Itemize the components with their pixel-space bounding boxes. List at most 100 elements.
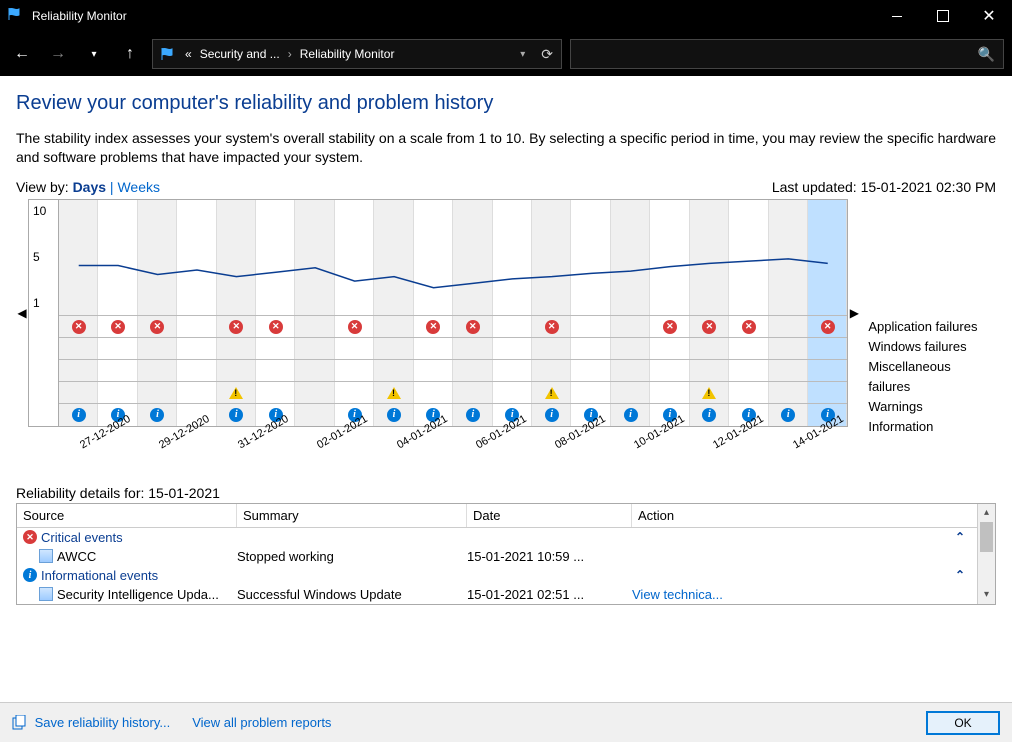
chart-cell[interactable] (493, 316, 532, 338)
chart-cell[interactable] (295, 360, 334, 382)
ok-button[interactable]: OK (926, 711, 1000, 735)
chart-cell[interactable] (177, 360, 216, 382)
chart-cell[interactable]: ✕ (335, 316, 374, 338)
minimize-button[interactable] (874, 0, 920, 32)
chart-cell[interactable] (177, 382, 216, 404)
chart-cell[interactable] (769, 382, 808, 404)
view-weeks-link[interactable]: Weeks (117, 179, 160, 195)
chart-cell[interactable]: ✕ (808, 316, 847, 338)
chart-cell[interactable] (98, 338, 137, 360)
chart-cell[interactable]: ✕ (59, 316, 98, 338)
col-source[interactable]: Source (17, 504, 237, 527)
breadcrumb-seg2[interactable]: Reliability Monitor (300, 47, 395, 61)
chart-grid[interactable]: ✕✕✕✕✕✕✕✕✕✕✕✕✕ iiiiiiiiiiiiiiiiii (58, 199, 848, 427)
scroll-left-button[interactable]: ◀ (16, 199, 28, 427)
collapse-icon[interactable]: ⌃ (955, 530, 965, 544)
refresh-icon[interactable]: ⟳ (541, 46, 553, 63)
chart-cell[interactable] (217, 382, 256, 404)
chart-cell[interactable] (571, 316, 610, 338)
chart-cell[interactable]: ✕ (453, 316, 492, 338)
group-header[interactable]: iInformational events⌃ (17, 566, 995, 585)
chart-cell[interactable] (295, 382, 334, 404)
up-button[interactable]: ↑ (116, 40, 144, 68)
chart-cell[interactable]: ✕ (414, 316, 453, 338)
chart-cell[interactable]: i (769, 404, 808, 426)
group-header[interactable]: ✕Critical events⌃ (17, 528, 995, 547)
chart-cell[interactable] (769, 316, 808, 338)
maximize-button[interactable] (920, 0, 966, 32)
col-action[interactable]: Action (632, 504, 995, 527)
chart-cell[interactable] (177, 338, 216, 360)
chart-cell[interactable]: i (374, 404, 413, 426)
chart-cell[interactable] (98, 360, 137, 382)
chart-cell[interactable]: i (453, 404, 492, 426)
chart-cell[interactable] (374, 316, 413, 338)
chart-cell[interactable] (59, 382, 98, 404)
chart-cell[interactable]: ✕ (217, 316, 256, 338)
chart-cell[interactable] (138, 338, 177, 360)
chart-cell[interactable] (414, 338, 453, 360)
chart-cell[interactable] (59, 360, 98, 382)
chart-cell[interactable] (453, 338, 492, 360)
chart-cell[interactable] (374, 360, 413, 382)
breadcrumb[interactable]: « Security and ... › Reliability Monitor… (152, 39, 562, 69)
chart-cell[interactable] (138, 382, 177, 404)
chart-cell[interactable] (808, 382, 847, 404)
chart-cell[interactable] (98, 382, 137, 404)
chart-cell[interactable] (690, 338, 729, 360)
chart-cell[interactable] (729, 382, 768, 404)
chart-cell[interactable] (335, 338, 374, 360)
chart-cell[interactable] (493, 360, 532, 382)
forward-button[interactable]: → (44, 40, 72, 68)
chart-cell[interactable] (769, 338, 808, 360)
chart-cell[interactable] (217, 338, 256, 360)
chart-cell[interactable] (414, 360, 453, 382)
col-date[interactable]: Date (467, 504, 632, 527)
col-summary[interactable]: Summary (237, 504, 467, 527)
chart-cell[interactable] (571, 360, 610, 382)
chart-cell[interactable] (650, 382, 689, 404)
chart-cell[interactable] (177, 316, 216, 338)
chart-cell[interactable] (729, 360, 768, 382)
chart-cell[interactable]: ✕ (532, 316, 571, 338)
chart-cell[interactable] (374, 382, 413, 404)
chart-cell[interactable] (295, 404, 334, 426)
chart-cell[interactable]: ✕ (98, 316, 137, 338)
chart-cell[interactable] (769, 360, 808, 382)
chart-cell[interactable] (335, 360, 374, 382)
chart-cell[interactable] (256, 360, 295, 382)
chart-cell[interactable] (256, 338, 295, 360)
chart-cell[interactable] (690, 382, 729, 404)
chevron-down-icon[interactable]: ▾ (520, 49, 525, 60)
chart-cell[interactable] (493, 382, 532, 404)
search-input[interactable] (579, 47, 978, 61)
recent-dropdown[interactable]: ▾ (80, 40, 108, 68)
scroll-right-button[interactable]: ▶ (848, 199, 860, 427)
chart-cell[interactable]: ✕ (256, 316, 295, 338)
chart-cell[interactable]: i (611, 404, 650, 426)
chart-cell[interactable]: i (217, 404, 256, 426)
chart-cell[interactable] (453, 382, 492, 404)
close-button[interactable]: ✕ (966, 0, 1012, 32)
action-link[interactable]: View technica... (632, 587, 723, 602)
chart-cell[interactable] (532, 382, 571, 404)
chart-cell[interactable] (611, 338, 650, 360)
chart-cell[interactable] (59, 338, 98, 360)
chart-cell[interactable] (532, 360, 571, 382)
chart-cell[interactable] (571, 382, 610, 404)
view-days-link[interactable]: Days (73, 179, 106, 195)
chart-cell[interactable] (217, 360, 256, 382)
details-scrollbar[interactable]: ▴ ▾ (977, 504, 995, 604)
chart-cell[interactable] (414, 382, 453, 404)
view-all-reports-link[interactable]: View all problem reports (192, 715, 331, 730)
chart-cell[interactable] (571, 338, 610, 360)
chart-cell[interactable] (690, 360, 729, 382)
chart-cell[interactable] (532, 338, 571, 360)
search-box[interactable]: 🔍 (570, 39, 1004, 69)
chart-cell[interactable] (808, 338, 847, 360)
chart-cell[interactable] (453, 360, 492, 382)
table-row[interactable]: AWCCStopped working15-01-2021 10:59 ... (17, 547, 995, 566)
table-row[interactable]: Security Intelligence Upda...Successful … (17, 585, 995, 604)
chart-cell[interactable] (729, 338, 768, 360)
chart-cell[interactable] (295, 316, 334, 338)
